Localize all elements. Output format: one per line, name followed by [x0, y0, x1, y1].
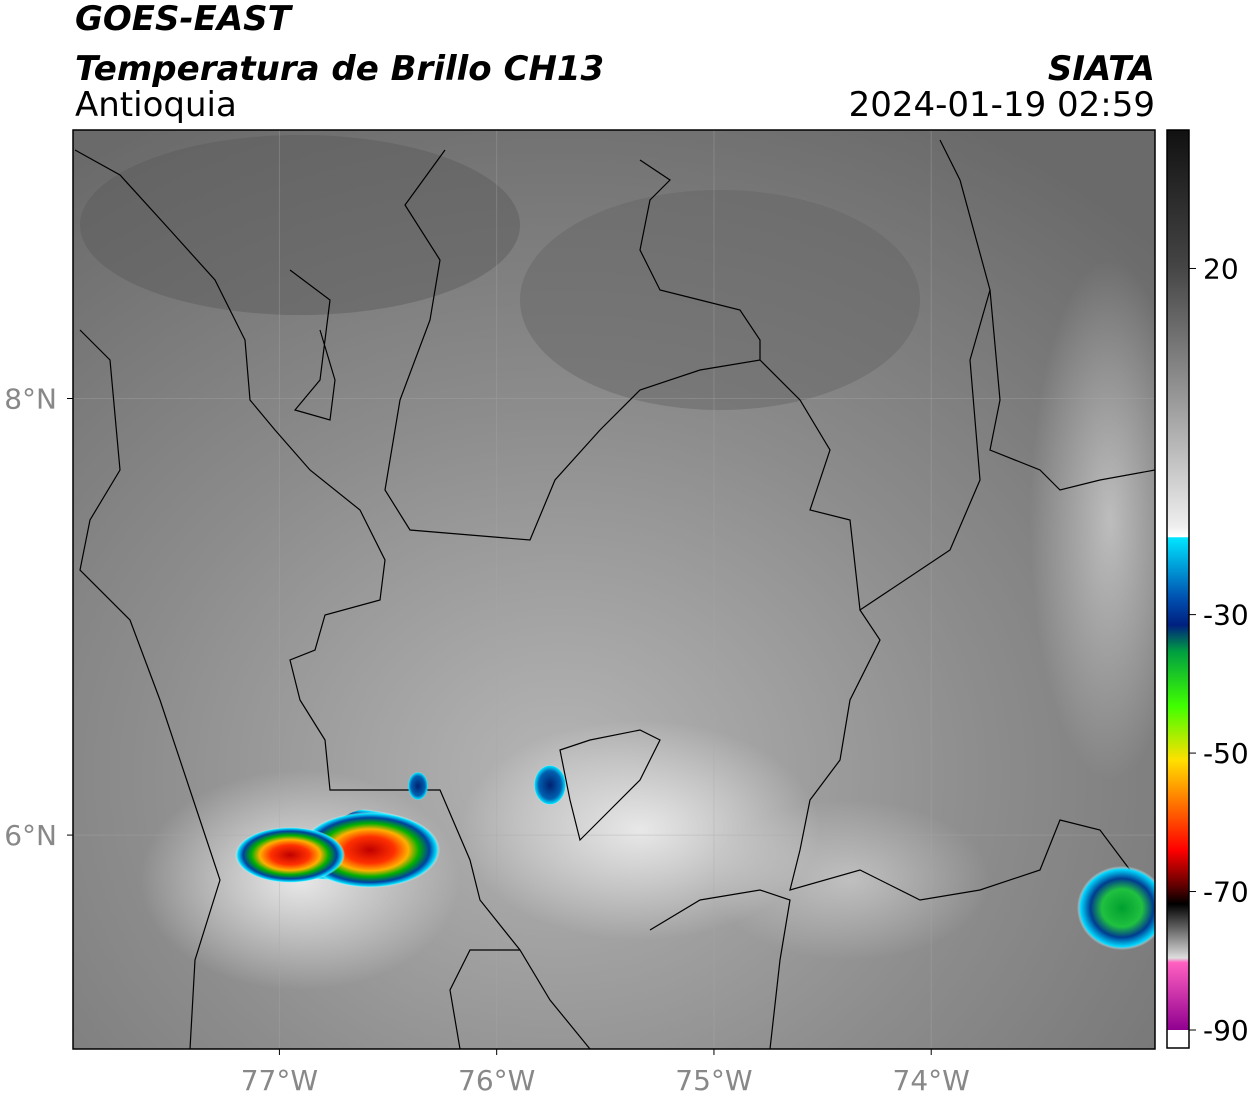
colorbar-under [1167, 1030, 1189, 1048]
lon-tick-label: 75°W [675, 1064, 752, 1097]
colorbar-tick-label: 20 [1203, 252, 1239, 285]
colorbar-tick-label: -30 [1203, 599, 1249, 632]
colorbar-tick-label: -70 [1203, 876, 1249, 909]
lon-tick-label: 77°W [241, 1064, 318, 1097]
lon-tick-label: 76°W [458, 1064, 535, 1097]
source: SIATA [1048, 49, 1155, 89]
lat-tick-label: 6°N [4, 819, 57, 852]
title: GOES-EAST [75, 0, 294, 39]
colorbar-tick-label: -50 [1203, 737, 1249, 770]
map-frame [72, 129, 1156, 1050]
datetime: 2024-01-19 02:59 [849, 85, 1155, 125]
subtitle: Temperatura de Brillo CH13 [75, 49, 604, 89]
region: Antioquia [75, 85, 237, 125]
colorbar-frame [1166, 129, 1190, 1049]
satellite-image [73, 130, 1155, 1049]
colorbar [1167, 130, 1189, 1030]
lon-tick-label: 74°W [893, 1064, 970, 1097]
lat-tick-label: 8°N [4, 382, 57, 415]
colorbar-tick-label: -90 [1203, 1014, 1249, 1047]
